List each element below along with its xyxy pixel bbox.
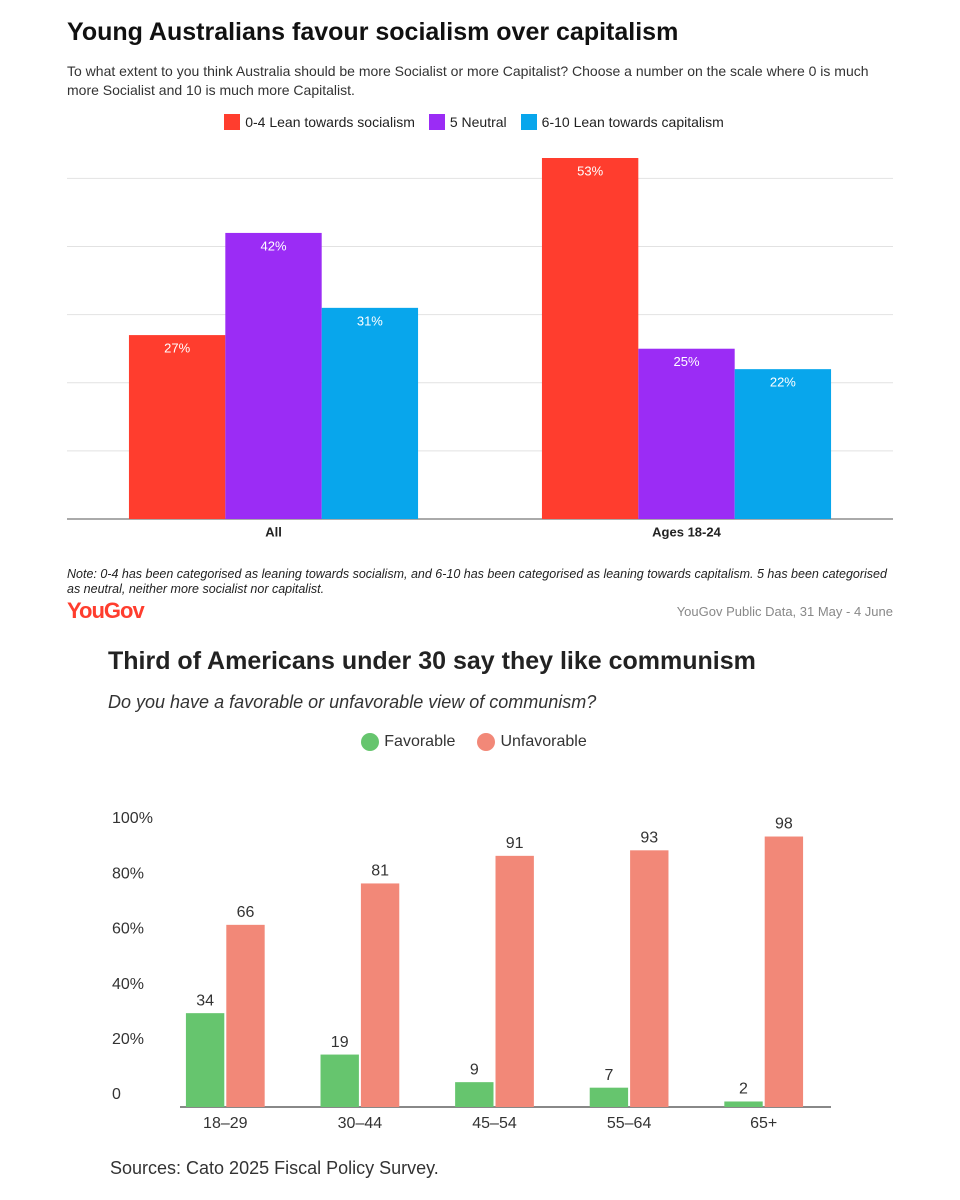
x-tick-label: 30–44	[338, 1115, 383, 1132]
x-tick-label: 45–54	[472, 1115, 517, 1132]
legend-label: Favorable	[384, 733, 456, 750]
bar	[225, 232, 322, 519]
data-label: 81	[371, 863, 389, 880]
legend-label: 6-10 Lean towards capitalism	[541, 114, 724, 130]
data-label: 91	[506, 835, 524, 852]
data-label: 31%	[357, 313, 383, 328]
x-tick-label: 55–64	[607, 1115, 652, 1132]
bar	[541, 158, 639, 519]
legend: Favorable Unfavorable	[0, 733, 948, 751]
legend-label: 0-4 Lean towards socialism	[245, 114, 415, 130]
data-label: 93	[640, 830, 658, 847]
bar	[455, 1082, 494, 1107]
data-label: 66	[237, 904, 255, 921]
data-label: 9	[470, 1061, 479, 1078]
legend-item: 5 Neutral	[428, 114, 507, 130]
bar	[724, 1101, 763, 1107]
chart-subtitle: To what extent to you think Australia sh…	[67, 63, 869, 98]
legend-label: 5 Neutral	[449, 114, 507, 130]
legend-item: Unfavorable	[477, 733, 587, 751]
x-tick-label: Ages 18-24	[652, 524, 721, 539]
data-label: 42%	[260, 238, 286, 253]
bar	[630, 850, 669, 1107]
legend-item: 6-10 Lean towards capitalism	[520, 114, 724, 130]
chart-subtitle: Do you have a favorable or unfavorable v…	[108, 692, 597, 712]
x-tick-label: 18–29	[203, 1115, 248, 1132]
chart-title: Third of Americans under 30 say they lik…	[108, 647, 756, 675]
bar	[638, 348, 735, 519]
legend-item: Favorable	[361, 733, 455, 751]
y-tick-label: 100%	[112, 810, 153, 827]
x-tick-label: All	[265, 524, 282, 539]
data-label: 19	[331, 1034, 349, 1051]
data-label: 27%	[164, 341, 190, 356]
bar	[734, 369, 832, 519]
bar	[321, 307, 419, 519]
data-label: 53%	[577, 163, 603, 178]
y-tick-label: 60%	[112, 921, 144, 938]
legend-swatch	[428, 114, 445, 130]
bar	[320, 1054, 359, 1107]
bar	[128, 335, 226, 519]
bar	[589, 1087, 629, 1107]
legend-swatch	[520, 114, 537, 130]
legend: 0-4 Lean towards socialism 5 Neutral 6-10 …	[0, 114, 948, 130]
legend-label: Unfavorable	[500, 733, 587, 750]
legend-swatch	[361, 733, 380, 751]
y-tick-label: 40%	[112, 976, 144, 993]
data-label: 25%	[673, 354, 699, 369]
bar	[226, 924, 265, 1107]
data-label: 98	[775, 816, 793, 833]
bar	[185, 1013, 225, 1107]
chart-title: Young Australians favour socialism over …	[67, 18, 679, 46]
y-tick-label: 80%	[112, 865, 144, 882]
data-label: 7	[604, 1067, 613, 1084]
logo: YouGov	[67, 598, 145, 623]
bar	[764, 836, 804, 1107]
bar	[495, 855, 534, 1107]
bar	[360, 883, 400, 1107]
y-tick-label: 20%	[112, 1031, 144, 1048]
y-tick-label: 0	[112, 1086, 121, 1103]
legend-swatch	[477, 733, 496, 751]
legend-item: 0-4 Lean towards socialism	[224, 114, 415, 130]
legend-swatch	[224, 114, 241, 130]
note: Note: 0-4 has been categorised as leanin…	[67, 567, 887, 596]
data-label: 2	[739, 1081, 748, 1098]
data-label: 22%	[770, 375, 796, 390]
source: YouGov Public Data, 31 May - 4 June	[676, 604, 893, 619]
x-tick-label: 65+	[750, 1115, 777, 1132]
source: Sources: Cato 2025 Fiscal Policy Survey.	[110, 1158, 439, 1178]
data-label: 34	[196, 992, 214, 1009]
